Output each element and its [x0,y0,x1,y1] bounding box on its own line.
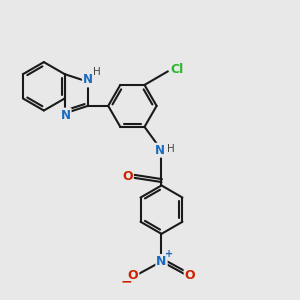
Text: O: O [184,268,195,281]
Text: N: N [156,255,167,268]
Text: H: H [93,67,101,77]
Text: N: N [155,144,165,157]
Text: −: − [120,275,132,289]
Text: +: + [165,249,173,259]
Text: Cl: Cl [171,63,184,76]
Text: N: N [83,74,93,86]
Text: H: H [167,144,175,154]
Text: N: N [61,109,71,122]
Text: O: O [122,169,133,183]
Text: O: O [128,268,138,281]
